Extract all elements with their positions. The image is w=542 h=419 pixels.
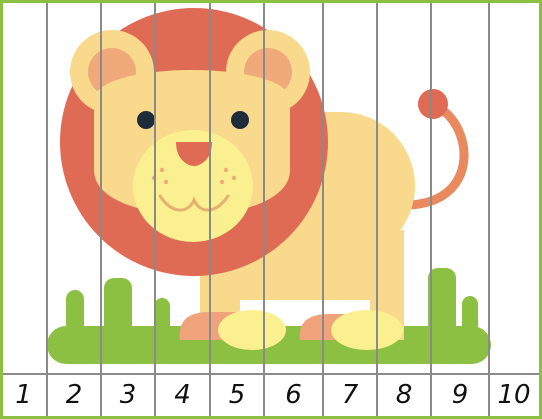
strip-number-5: 5: [228, 380, 246, 410]
strip-number-8: 8: [395, 380, 413, 410]
left-eye: [137, 111, 155, 129]
strip-number-4: 4: [174, 380, 191, 410]
strip-number-10: 10: [497, 380, 531, 410]
tail: [400, 89, 469, 210]
strip-number-3: 3: [119, 380, 137, 410]
strip-number-row: 1 2 3 4 5 6 7 8 9 10: [3, 374, 539, 416]
strip-dividers: [3, 3, 539, 416]
strip-number-6: 6: [285, 380, 302, 410]
strip-number-9: 9: [451, 380, 469, 410]
nose: [176, 142, 212, 166]
strip-number-1: 1: [15, 380, 32, 410]
mouth: [158, 194, 230, 212]
lion-face: [94, 70, 290, 242]
strip-number-2: 2: [65, 380, 83, 410]
right-eye: [231, 111, 249, 129]
strip-number-7: 7: [341, 380, 359, 410]
